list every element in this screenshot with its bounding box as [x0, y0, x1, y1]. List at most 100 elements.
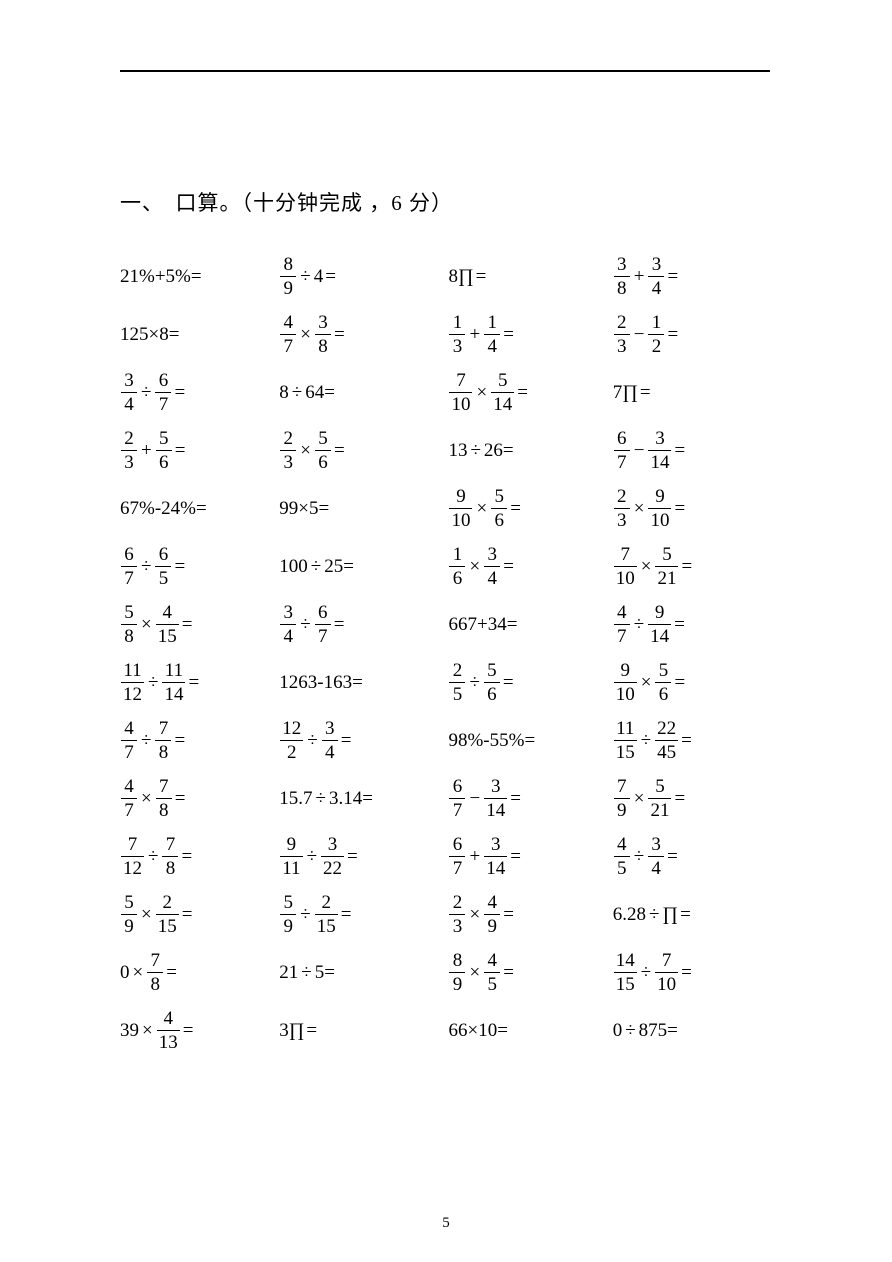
operator: ÷	[307, 731, 317, 750]
operator: +	[634, 267, 645, 286]
text-token: 8	[279, 383, 289, 402]
problem-row: 712÷78=911÷322=67+314=45÷34=	[120, 827, 772, 885]
expression: 15.7÷3.14=	[279, 789, 373, 808]
operator: ÷	[634, 847, 644, 866]
expression: 13+14=	[448, 313, 513, 356]
operator: ÷	[292, 383, 302, 402]
fraction: 14	[484, 313, 500, 356]
expression: 58×415=	[120, 603, 192, 646]
fraction: 910	[648, 487, 671, 530]
equals: =	[476, 267, 487, 286]
fraction: 78	[156, 777, 172, 820]
expression: 1415÷710=	[613, 951, 692, 994]
text-token: 67%-24%=	[120, 499, 207, 518]
operator: ×	[476, 383, 487, 402]
fraction: 23	[121, 429, 137, 472]
expression: 0÷875=	[613, 1021, 678, 1040]
fraction: 521	[655, 545, 678, 588]
fraction: 49	[484, 893, 500, 936]
fraction: 914	[648, 603, 671, 646]
equals: =	[674, 673, 685, 692]
fraction: 910	[614, 661, 637, 704]
problem-row: 59×215=59÷215=23×49=6.28÷∏=	[120, 885, 772, 943]
problem-cell: 712÷78=	[120, 835, 279, 878]
fraction: 314	[484, 835, 507, 878]
expression: 47×38=	[279, 313, 344, 356]
problem-cell: 21÷5=	[279, 963, 448, 982]
equals: =	[503, 325, 514, 344]
problem-cell: 67−314=	[448, 777, 612, 820]
equals: =	[674, 499, 685, 518]
fraction: 58	[121, 603, 137, 646]
expression: 21÷5=	[279, 963, 335, 982]
top-rule	[120, 70, 770, 72]
expression: 66×10=	[448, 1021, 507, 1040]
operator: +	[469, 325, 480, 344]
fraction: 413	[157, 1009, 180, 1052]
fraction: 911	[280, 835, 302, 878]
expression: 1263-163=	[279, 673, 363, 692]
operator: −	[469, 789, 480, 808]
problem-cell: 67%-24%=	[120, 499, 279, 518]
fraction: 34	[648, 835, 664, 878]
fraction: 67	[614, 429, 630, 472]
equals: =	[334, 441, 345, 460]
expression: 34÷67=	[279, 603, 344, 646]
document-page: 一、 口算。（十分钟完成 ，6 分） 21%+5%=89÷4=8∏=38+34=…	[0, 0, 892, 1262]
problem-cell: 667+34=	[448, 615, 612, 634]
problem-cell: 39×413=	[120, 1009, 279, 1052]
problem-row: 47÷78=122÷34=98%-55%=1115÷2245=	[120, 711, 772, 769]
operator: ÷	[311, 557, 321, 576]
fraction: 67	[449, 777, 465, 820]
problem-cell: 21%+5%=	[120, 267, 279, 286]
text-token: 100	[279, 557, 308, 576]
equals: =	[166, 963, 177, 982]
operator: −	[634, 441, 645, 460]
equals: =	[188, 673, 199, 692]
expression: 122÷34=	[279, 719, 351, 762]
fraction: 78	[147, 951, 163, 994]
text-token: 25=	[324, 557, 354, 576]
equals: =	[667, 325, 678, 344]
problem-row: 125×8=47×38=13+14=23−12=	[120, 305, 772, 363]
operator: ×	[641, 557, 652, 576]
fraction: 34	[322, 719, 338, 762]
expression: 6.28÷∏=	[613, 905, 691, 924]
operator: ×	[141, 789, 152, 808]
expression: 3∏=	[279, 1021, 317, 1040]
expression: 23+56=	[120, 429, 185, 472]
equals: =	[674, 789, 685, 808]
fraction: 78	[155, 719, 171, 762]
problem-cell: 47÷78=	[120, 719, 279, 762]
problem-cell: 6.28÷∏=	[613, 905, 772, 924]
fraction: 89	[449, 951, 465, 994]
text-token: 0	[120, 963, 130, 982]
equals: =	[182, 615, 193, 634]
problem-cell: 710×521=	[613, 545, 772, 588]
equals: =	[182, 905, 193, 924]
problem-cell: 59×215=	[120, 893, 279, 936]
problem-cell: 910×56=	[448, 487, 612, 530]
fraction: 215	[315, 893, 338, 936]
text-token: ∏	[622, 383, 638, 402]
text-token: 667+34=	[448, 615, 517, 634]
operator: ÷	[625, 1021, 635, 1040]
text-token: ∏	[662, 905, 678, 924]
problem-cell: 47×38=	[279, 313, 448, 356]
equals: =	[174, 731, 185, 750]
equals: =	[674, 441, 685, 460]
problem-row: 39×413=3∏= 66×10= 0÷875=	[120, 1001, 772, 1059]
problem-row: 1112÷1114=1263-163=25÷56=910×56=	[120, 653, 772, 711]
operator: ÷	[316, 789, 326, 808]
text-token: 8	[448, 267, 458, 286]
text-token: 13	[448, 441, 467, 460]
problem-cell: 3∏=	[279, 1021, 448, 1040]
problem-cell: 15.7÷3.14=	[279, 789, 448, 808]
problem-cell: 99×5=	[279, 499, 448, 518]
expression: 910×56=	[448, 487, 520, 530]
operator: ×	[469, 905, 480, 924]
problem-cell: 1415÷710=	[613, 951, 772, 994]
fraction: 34	[121, 371, 137, 414]
problem-cell: 8÷64=	[279, 383, 448, 402]
expression: 98%-55%=	[448, 731, 535, 750]
